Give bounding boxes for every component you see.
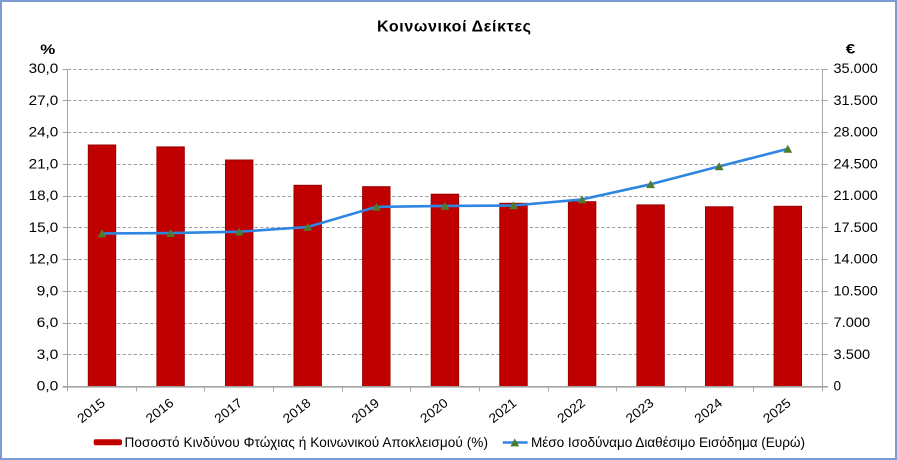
svg-text:Ποσοστό Κινδύνου Φτώχιας ή Κοι: Ποσοστό Κινδύνου Φτώχιας ή Κοινωνικού Απ…: [125, 435, 489, 450]
svg-text:6,0: 6,0: [37, 315, 59, 330]
svg-text:9,0: 9,0: [37, 283, 59, 298]
svg-text:Κοινωνικοί Δείκτες: Κοινωνικοί Δείκτες: [377, 19, 531, 36]
svg-text:18,0: 18,0: [29, 188, 59, 203]
svg-text:21.000: 21.000: [834, 188, 879, 203]
svg-text:28.000: 28.000: [834, 125, 879, 140]
svg-text:3,0: 3,0: [37, 347, 59, 362]
svg-text:€: €: [846, 42, 856, 57]
svg-text:30,0: 30,0: [29, 61, 59, 76]
svg-text:%: %: [40, 41, 56, 57]
svg-text:7.000: 7.000: [834, 315, 871, 330]
svg-text:35.000: 35.000: [834, 61, 879, 76]
svg-text:15,0: 15,0: [29, 220, 59, 235]
svg-text:0: 0: [834, 379, 842, 394]
svg-text:14.000: 14.000: [834, 252, 879, 267]
svg-text:0,0: 0,0: [37, 379, 59, 394]
svg-text:Μέσο Ισοδύναμο Διαθέσιμο Εισόδ: Μέσο Ισοδύναμο Διαθέσιμο Εισόδημα (Ευρώ): [531, 435, 805, 450]
svg-text:3.500: 3.500: [834, 347, 871, 362]
svg-text:31.500: 31.500: [834, 93, 879, 108]
svg-text:12,0: 12,0: [29, 252, 59, 267]
svg-text:27,0: 27,0: [29, 93, 59, 108]
svg-text:21,0: 21,0: [29, 156, 59, 171]
svg-text:17.500: 17.500: [834, 220, 879, 235]
svg-text:10.500: 10.500: [834, 283, 879, 298]
svg-text:24,0: 24,0: [29, 125, 59, 140]
svg-text:24.500: 24.500: [834, 156, 879, 171]
